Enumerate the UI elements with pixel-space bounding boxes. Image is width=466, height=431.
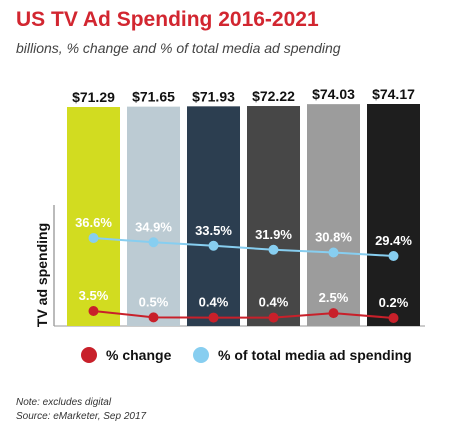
data-label: 34.9% bbox=[135, 219, 172, 234]
data-label: 2.5% bbox=[319, 290, 349, 305]
data-point bbox=[88, 233, 99, 243]
data-label: 0.4% bbox=[199, 295, 229, 310]
footnote-source: Source: eMarketer, Sep 2017 bbox=[16, 411, 147, 422]
data-point bbox=[148, 237, 159, 248]
data-point bbox=[148, 312, 159, 323]
data-point bbox=[388, 251, 399, 261]
data-point bbox=[208, 240, 219, 251]
data-label: 0.5% bbox=[139, 294, 169, 309]
bar-value-label: $71.65 bbox=[132, 89, 175, 105]
data-label: 33.5% bbox=[195, 223, 232, 238]
data-label: 0.2% bbox=[379, 295, 409, 310]
data-point bbox=[388, 313, 399, 323]
bar bbox=[127, 106, 180, 326]
footnote-note: Note: excludes digital bbox=[16, 397, 112, 408]
data-point bbox=[328, 308, 339, 319]
legend-marker bbox=[193, 347, 209, 363]
legend-marker bbox=[81, 347, 97, 363]
bar-value-label: $72.22 bbox=[252, 88, 295, 104]
bar-value-label: $71.93 bbox=[192, 88, 235, 104]
bar bbox=[67, 107, 120, 326]
legend-label: % change bbox=[106, 347, 172, 363]
data-label: 36.6% bbox=[75, 215, 112, 230]
data-point bbox=[328, 247, 339, 258]
data-point bbox=[88, 306, 99, 317]
data-point bbox=[208, 312, 219, 323]
bar-value-label: $71.29 bbox=[72, 89, 115, 105]
bar-value-label: $74.03 bbox=[312, 86, 355, 102]
bar bbox=[367, 104, 420, 326]
legend-label: % of total media ad spending bbox=[218, 347, 412, 363]
data-label: 30.8% bbox=[315, 230, 352, 245]
bar bbox=[187, 106, 240, 326]
series-line bbox=[93, 237, 394, 257]
data-label: 29.4% bbox=[375, 233, 412, 248]
chart-title: US TV Ad Spending 2016-2021 bbox=[16, 8, 319, 31]
data-label: 3.5% bbox=[79, 288, 109, 303]
chart-subtitle: billions, % change and % of total media … bbox=[16, 40, 341, 56]
data-label: 0.4% bbox=[259, 295, 289, 310]
data-label: 31.9% bbox=[255, 227, 292, 242]
series-line bbox=[93, 310, 394, 319]
bar-value-label: $74.17 bbox=[372, 86, 415, 102]
bar bbox=[307, 104, 360, 326]
data-point bbox=[268, 312, 279, 323]
data-point bbox=[268, 244, 279, 255]
y-axis-label: TV ad spending bbox=[34, 223, 50, 327]
bar bbox=[247, 106, 300, 326]
